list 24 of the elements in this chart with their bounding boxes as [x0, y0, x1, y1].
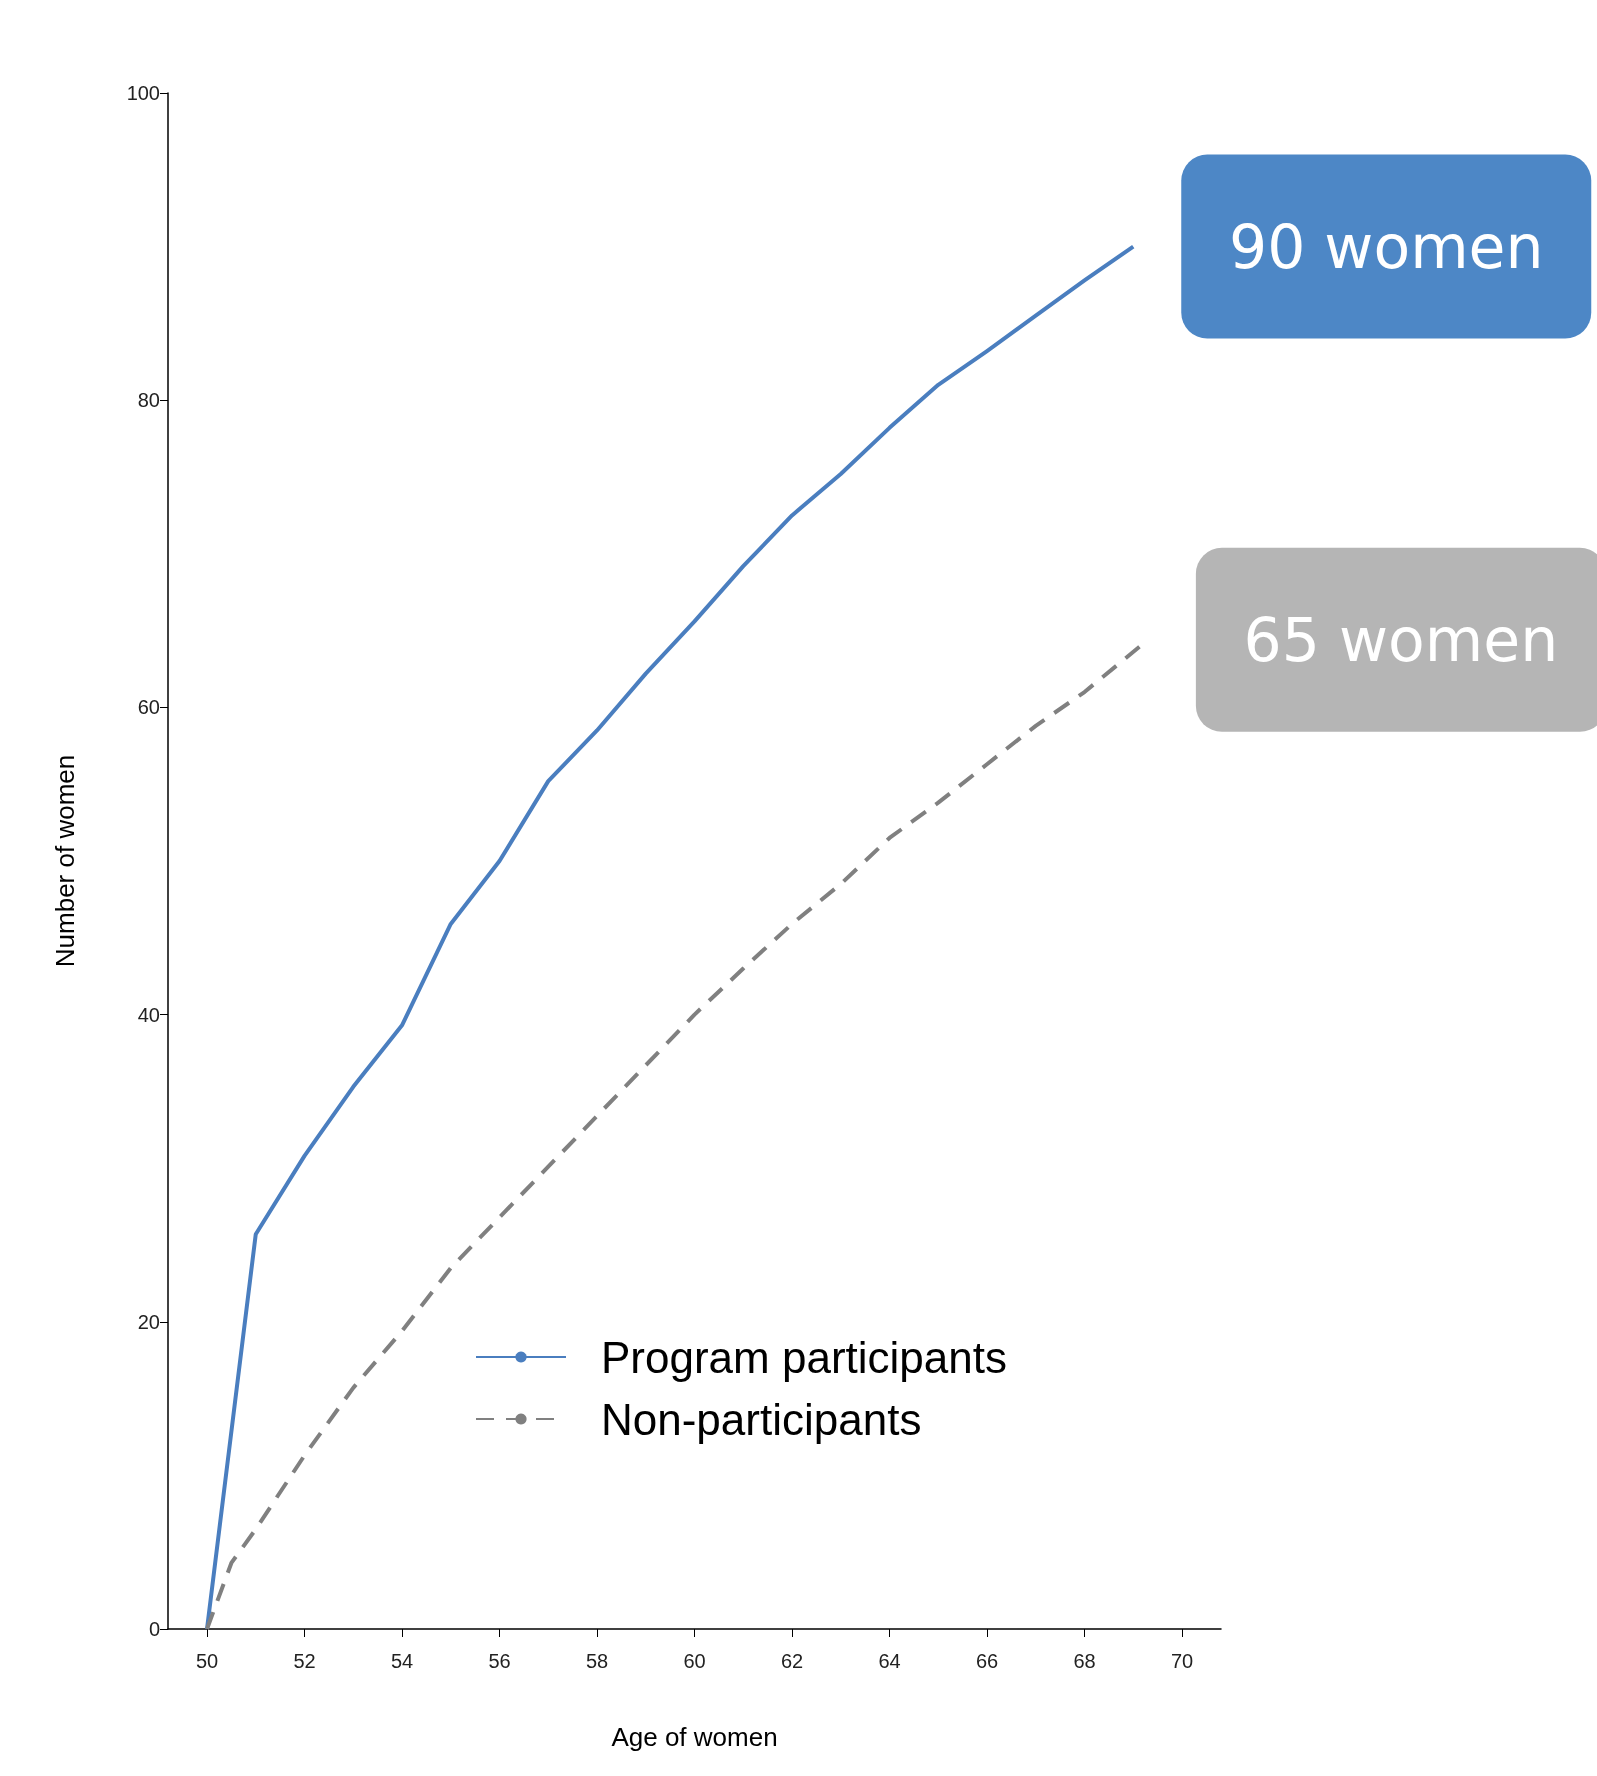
- x-tick-label: 52: [293, 1650, 316, 1672]
- x-tick-label: 50: [195, 1650, 219, 1672]
- x-tick-label: 58: [585, 1650, 609, 1672]
- legend-label: Non-participants: [601, 1394, 922, 1444]
- y-tick-label: 20: [137, 1310, 160, 1333]
- x-tick-label: 66: [975, 1650, 999, 1672]
- x-tick-label: 68: [1073, 1650, 1096, 1672]
- y-tick-label: 60: [137, 696, 160, 719]
- x-tick-label: 64: [878, 1650, 901, 1672]
- legend-label: Program participants: [601, 1332, 1007, 1382]
- y-tick-label: 80: [137, 389, 160, 412]
- x-tick-label: 70: [1170, 1650, 1194, 1672]
- annotation: 90 women: [1228, 211, 1544, 282]
- x-tick-label: 62: [780, 1650, 804, 1672]
- x-axis-title: Age of women: [611, 1722, 778, 1752]
- x-tick-label: 54: [390, 1650, 414, 1672]
- y-axis-title: Number of women: [50, 754, 80, 968]
- y-tick-label: 40: [137, 1003, 160, 1026]
- annotation: 65 women: [1243, 604, 1559, 675]
- y-tick-label: 0: [148, 1618, 160, 1640]
- line-series: [205, 244, 1136, 1631]
- y-tick-label: 100: [126, 82, 160, 104]
- x-tick-label: 60: [683, 1650, 706, 1672]
- x-tick-label: 56: [488, 1650, 511, 1672]
